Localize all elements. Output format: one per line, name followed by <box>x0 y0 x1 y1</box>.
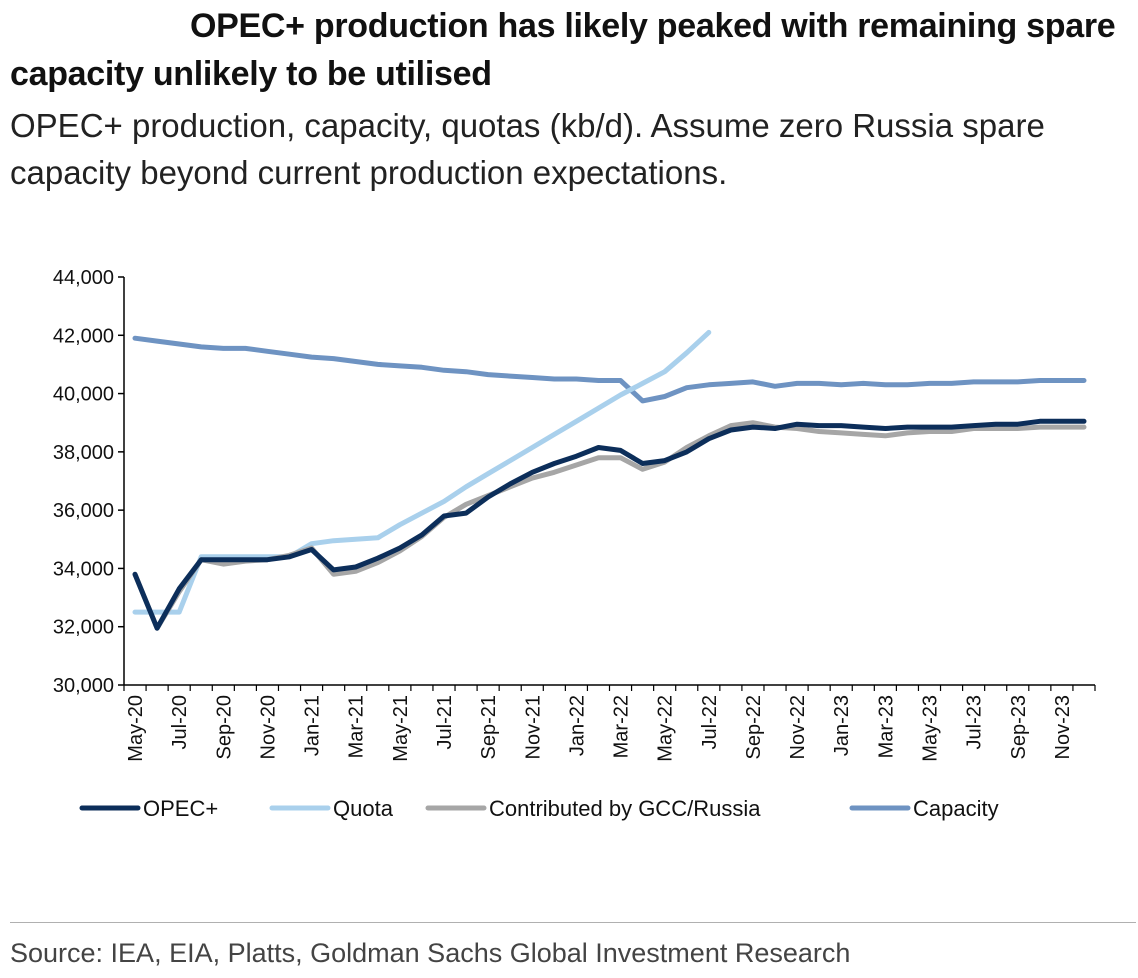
chart-axes: 30,000 32,000 34,000 36,000 38,000 40,000 42,0… <box>53 267 1096 762</box>
x-tick-label: Nov-22 <box>787 695 809 759</box>
legend-label-contributed-by-gcc-russia: Contributed by GCC/Russia <box>489 796 761 821</box>
chart-subtitle: OPEC+ production, capacity, quotas (kb/d… <box>10 107 1045 191</box>
x-tick-label: Nov-20 <box>257 695 279 759</box>
series-line-capacity <box>132 335 1087 404</box>
legend-label-quota: Quota <box>333 796 394 821</box>
y-tick-label: 38,000 <box>53 442 114 464</box>
line-chart: 30,000 32,000 34,000 36,000 38,000 40,000 42,0… <box>53 267 1096 821</box>
source-note: Source: IEA, EIA, Platts, Goldman Sachs … <box>10 938 851 968</box>
x-tick-label: Nov-21 <box>522 695 544 759</box>
y-tick-label: 40,000 <box>53 384 114 406</box>
y-tick-label: 30,000 <box>53 675 114 697</box>
x-tick-label: Jul-23 <box>964 695 986 749</box>
x-tick-label: Jul-20 <box>169 695 191 749</box>
x-tick-label: Jan-21 <box>302 695 324 756</box>
x-tick-label: Jan-23 <box>831 695 853 756</box>
x-tick-label: Mar-22 <box>611 695 633 758</box>
y-tick-label: 32,000 <box>53 617 114 639</box>
x-tick-label: Nov-23 <box>1052 695 1074 759</box>
x-tick-label: Jul-21 <box>434 695 456 749</box>
x-tick-label: May-21 <box>390 695 412 762</box>
x-tick-label: Sep-20 <box>213 695 235 760</box>
x-tick-label: May-20 <box>125 695 147 762</box>
chart-title: OPEC+ production has likely peaked with … <box>10 7 1116 93</box>
series-line-quota <box>132 329 712 615</box>
x-tick-label: Sep-22 <box>743 695 765 760</box>
x-tick-label: Mar-21 <box>346 695 368 758</box>
x-tick-label: Sep-21 <box>478 695 500 760</box>
series-line-opec <box>132 418 1087 631</box>
x-tick-label: Jul-22 <box>699 695 721 749</box>
y-tick-label: 36,000 <box>53 500 114 522</box>
chart-series <box>132 329 1087 631</box>
series-line-contributed-by-gcc-russia <box>132 420 1087 631</box>
x-tick-label: Mar-23 <box>875 695 897 758</box>
y-tick-label: 34,000 <box>53 558 114 580</box>
footer-divider <box>10 922 1136 923</box>
y-tick-label: 44,000 <box>53 267 114 289</box>
legend-label-opec: OPEC+ <box>143 796 218 821</box>
x-tick-label: Sep-23 <box>1008 695 1030 760</box>
y-tick-label: 42,000 <box>53 325 114 347</box>
x-tick-label: May-22 <box>655 695 677 762</box>
legend-label-capacity: Capacity <box>913 796 999 821</box>
x-tick-label: Jan-22 <box>566 695 588 756</box>
chart-legend: OPEC+ Quota Contributed by GCC/Russia Capac… <box>79 796 999 821</box>
x-tick-label: May-23 <box>919 695 941 762</box>
